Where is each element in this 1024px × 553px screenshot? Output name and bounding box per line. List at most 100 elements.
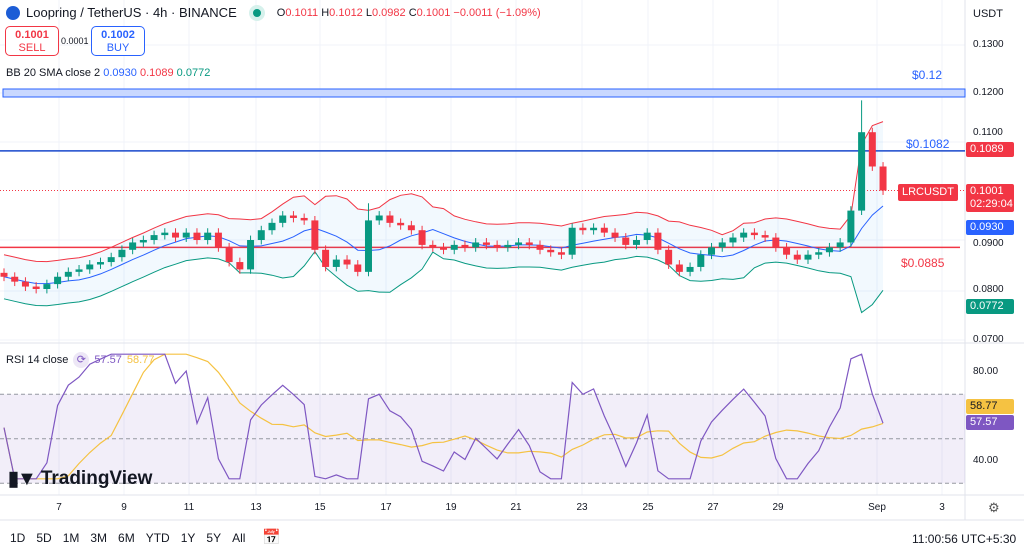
candle: [118, 249, 126, 258]
settings-gear-icon[interactable]: ⚙: [988, 500, 1000, 515]
candle: [75, 269, 83, 272]
candle: [96, 262, 104, 265]
loopring-logo-icon: [6, 5, 20, 20]
bb-lower-tag: 0.0772: [966, 299, 1014, 314]
candle: [525, 242, 533, 245]
range-all[interactable]: All: [232, 531, 246, 545]
range-5y[interactable]: 5Y: [206, 531, 222, 545]
candle: [64, 271, 72, 277]
candle: [300, 217, 308, 221]
price-tick: 0.0800: [973, 284, 1004, 295]
candle: [375, 215, 383, 221]
candle: [504, 244, 512, 248]
time-tick: 11: [183, 502, 195, 513]
candle: [43, 284, 51, 289]
candle: [868, 132, 876, 167]
candle: [129, 242, 137, 250]
candle: [654, 232, 662, 250]
candle: [257, 230, 265, 240]
range-1y[interactable]: 1Y: [180, 531, 196, 545]
candle: [236, 262, 244, 270]
rsi-tag: 57.57: [966, 415, 1014, 430]
rsi-tick: 80.00: [973, 366, 999, 377]
rsi-legend[interactable]: RSI 14 close ⟳ 57.57 58.77: [6, 352, 155, 368]
bb-upper-line: [3, 121, 884, 263]
time-tick: 9: [121, 502, 127, 513]
candle: [332, 259, 340, 267]
sell-button[interactable]: 0.1001 SELL: [5, 26, 59, 56]
candle: [740, 232, 748, 238]
candle: [86, 264, 94, 270]
candle: [836, 242, 844, 248]
candle: [214, 232, 222, 248]
candle: [858, 132, 866, 211]
candle: [21, 281, 29, 287]
symbol-header: Loopring / TetherUS · 4h · BINANCE O0.10…: [6, 5, 541, 20]
candle: [493, 244, 501, 248]
range-bar: 1D 5D 1M 3M 6M YTD 1Y 5Y All: [10, 531, 245, 545]
candle: [568, 227, 576, 255]
bb-legend[interactable]: BB 20 SMA close 2 0.0930 0.1089 0.0772: [6, 67, 211, 79]
candle: [847, 210, 855, 243]
candle: [407, 225, 415, 231]
candle: [54, 276, 62, 285]
symbol-title[interactable]: Loopring / TetherUS · 4h · BINANCE: [26, 5, 237, 20]
time-tick: 29: [772, 502, 784, 513]
range-1d[interactable]: 1D: [10, 531, 26, 545]
price-tick: 0.1200: [973, 87, 1004, 98]
candle: [107, 257, 115, 263]
clock[interactable]: 11:00:56 UTC+5:30: [912, 532, 1017, 546]
rsi-line: [3, 353, 884, 480]
level-band-0.12: [2, 88, 966, 98]
candle: [461, 244, 469, 248]
ohlc-values: O0.1011 H0.1012 L0.0982 C0.1001 −0.0011 …: [276, 6, 541, 19]
market-open-icon: [252, 8, 261, 17]
range-ytd[interactable]: YTD: [145, 531, 170, 545]
time-tick: 21: [510, 502, 522, 513]
last-price-tag: 0.1001 02:29:04: [966, 184, 1014, 212]
candle: [172, 232, 180, 238]
candle: [193, 232, 201, 240]
candle: [686, 266, 694, 272]
price-tick: 0.1100: [973, 127, 1003, 138]
candle: [600, 227, 608, 233]
range-6m[interactable]: 6M: [118, 531, 135, 545]
candle: [268, 222, 276, 231]
candle: [364, 220, 372, 272]
refresh-icon: ⟳: [73, 352, 90, 368]
calendar-goto-icon[interactable]: 📅: [262, 529, 281, 546]
candle: [515, 242, 523, 245]
currency-select[interactable]: USDT: [973, 8, 1003, 20]
tradingview-watermark: ▮▼ TradingView: [8, 467, 153, 491]
candle: [729, 237, 737, 243]
time-tick: 25: [642, 502, 654, 513]
candle: [418, 230, 426, 245]
range-5d[interactable]: 5D: [36, 531, 52, 545]
candle: [440, 247, 448, 250]
candle: [557, 252, 565, 255]
range-1m[interactable]: 1M: [62, 531, 80, 545]
candle: [815, 252, 823, 255]
rsi-ma-line: [3, 353, 884, 480]
candle: [354, 264, 362, 272]
candle: [429, 244, 437, 248]
candle: [772, 237, 780, 248]
candle: [247, 240, 255, 270]
candle: [643, 232, 651, 240]
candle: [322, 249, 330, 267]
range-3m[interactable]: 3M: [90, 531, 108, 545]
buy-button[interactable]: 0.1002 BUY: [91, 26, 145, 56]
candle: [804, 254, 812, 260]
candle: [761, 235, 769, 238]
candle: [590, 227, 598, 231]
candle: [665, 249, 673, 265]
candle: [482, 242, 490, 245]
candle: [139, 240, 147, 243]
candle: [579, 227, 587, 231]
candle: [547, 249, 555, 253]
bb-fill: [4, 121, 883, 313]
time-tick: 19: [445, 502, 457, 513]
candle: [536, 244, 544, 250]
candle: [150, 235, 158, 240]
